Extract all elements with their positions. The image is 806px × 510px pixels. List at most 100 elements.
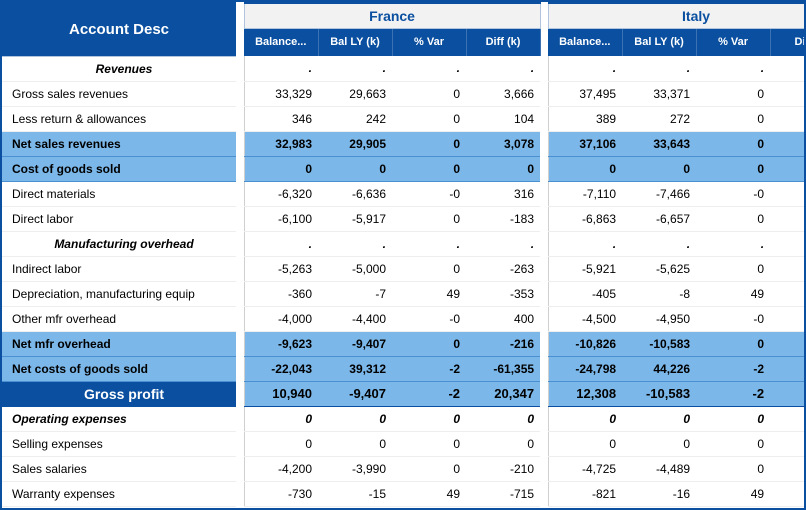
table-row[interactable]: Selling expenses0000000 [2, 431, 806, 456]
val-cell: -4,725 [548, 456, 622, 481]
val-cell: 49 [696, 281, 770, 306]
val-cell: -715 [466, 481, 540, 506]
acct-cell: Cost of goods sold [2, 156, 236, 181]
val-cell: -2 [392, 356, 466, 381]
val-cell: -9,407 [318, 381, 392, 406]
table-row[interactable]: Direct materials-6,320-6,636-0316-7,110-… [2, 181, 806, 206]
val-cell: 0 [392, 206, 466, 231]
val-cell: -10,826 [548, 331, 622, 356]
col-balance[interactable]: Balance... [244, 28, 318, 56]
table-row[interactable]: Cost of goods sold0000000 [2, 156, 806, 181]
val-cell: 400 [466, 306, 540, 331]
col-diff[interactable]: Diff ( [770, 28, 806, 56]
table-row[interactable]: Operating expenses0000000 [2, 406, 806, 431]
acct-cell: Direct labor [2, 206, 236, 231]
val-cell: 3,666 [466, 81, 540, 106]
val-cell: 49 [392, 481, 466, 506]
gap [236, 306, 244, 331]
val-cell: -2 [392, 381, 466, 406]
table-row[interactable]: Gross profit10,940-9,407-220,34712,308-1… [2, 381, 806, 406]
gap [540, 106, 548, 131]
gap [540, 281, 548, 306]
val-cell: . [244, 231, 318, 256]
val-cell: -16 [622, 481, 696, 506]
val-cell: 0 [696, 131, 770, 156]
gap [540, 3, 548, 56]
val-cell: - [770, 256, 806, 281]
val-cell: 44,226 [622, 356, 696, 381]
val-cell: 0 [548, 156, 622, 181]
table-row[interactable]: Less return & allowances3462420104389272… [2, 106, 806, 131]
val-cell: . [696, 56, 770, 81]
val-cell: -15 [318, 481, 392, 506]
val-cell: . [392, 231, 466, 256]
gap [236, 231, 244, 256]
table-row[interactable]: Net sales revenues32,98329,90503,07837,1… [2, 131, 806, 156]
val-cell: 32,983 [244, 131, 318, 156]
table-row[interactable]: Depreciation, manufacturing equip-360-74… [2, 281, 806, 306]
val-cell: -821 [548, 481, 622, 506]
val-cell: -210 [466, 456, 540, 481]
table-row[interactable]: Revenues........ [2, 56, 806, 81]
val-cell: -9,407 [318, 331, 392, 356]
report-container: { "header": { "account_title": "Account … [0, 0, 806, 510]
val-cell: - [770, 206, 806, 231]
country-header-italy[interactable]: Italy [548, 3, 806, 28]
gap [236, 481, 244, 506]
val-cell: 0 [466, 406, 540, 431]
gap [236, 456, 244, 481]
acct-cell: Operating expenses [2, 406, 236, 431]
val-cell: . [244, 56, 318, 81]
val-cell: 0 [696, 331, 770, 356]
col-balance[interactable]: Balance... [548, 28, 622, 56]
table-row[interactable]: Gross sales revenues33,32929,66303,66637… [2, 81, 806, 106]
val-cell: 10,940 [244, 381, 318, 406]
val-cell [770, 431, 806, 456]
table-row[interactable]: Other mfr overhead-4,000-4,400-0400-4,50… [2, 306, 806, 331]
gap [540, 431, 548, 456]
table-row[interactable]: Net mfr overhead-9,623-9,4070-216-10,826… [2, 331, 806, 356]
table-row[interactable]: Indirect labor-5,263-5,0000-263-5,921-5,… [2, 256, 806, 281]
col-bal-ly[interactable]: Bal LY (k) [622, 28, 696, 56]
col-bal-ly[interactable]: Bal LY (k) [318, 28, 392, 56]
val-cell: 104 [466, 106, 540, 131]
val-cell: 3 [770, 181, 806, 206]
col-diff[interactable]: Diff (k) [466, 28, 540, 56]
val-cell: . [318, 56, 392, 81]
gap [540, 456, 548, 481]
val-cell: 0 [696, 456, 770, 481]
val-cell: 0 [318, 156, 392, 181]
val-cell: 0 [466, 156, 540, 181]
table-row[interactable]: Warranty expenses-730-1549-715-821-1649- [2, 481, 806, 506]
table-row[interactable]: Net costs of goods sold-22,04339,312-2-6… [2, 356, 806, 381]
col-pct-var[interactable]: % Var [696, 28, 770, 56]
table-row[interactable]: Manufacturing overhead........ [2, 231, 806, 256]
val-cell: - [770, 281, 806, 306]
val-cell: 346 [244, 106, 318, 131]
gap [236, 256, 244, 281]
acct-header[interactable]: Account Desc [2, 3, 236, 56]
acct-cell: Net costs of goods sold [2, 356, 236, 381]
gap [236, 406, 244, 431]
val-cell: - [770, 456, 806, 481]
val-cell: -5,625 [622, 256, 696, 281]
val-cell: 0 [622, 156, 696, 181]
gap [236, 106, 244, 131]
val-cell: -2 [770, 331, 806, 356]
gap [236, 81, 244, 106]
table-row[interactable]: Direct labor-6,100-5,9170-183-6,863-6,65… [2, 206, 806, 231]
val-cell: 0 [548, 431, 622, 456]
val-cell: -7,110 [548, 181, 622, 206]
val-cell: . [770, 56, 806, 81]
gap [236, 381, 244, 406]
country-header-france[interactable]: France [244, 3, 540, 28]
val-cell: . [548, 56, 622, 81]
val-cell: 0 [244, 431, 318, 456]
val-cell: 0 [696, 106, 770, 131]
val-cell: -0 [696, 181, 770, 206]
table-row[interactable]: Sales salaries-4,200-3,9900-210-4,725-4,… [2, 456, 806, 481]
val-cell: -22,043 [244, 356, 318, 381]
acct-cell: Sales salaries [2, 456, 236, 481]
gap [540, 306, 548, 331]
col-pct-var[interactable]: % Var [392, 28, 466, 56]
